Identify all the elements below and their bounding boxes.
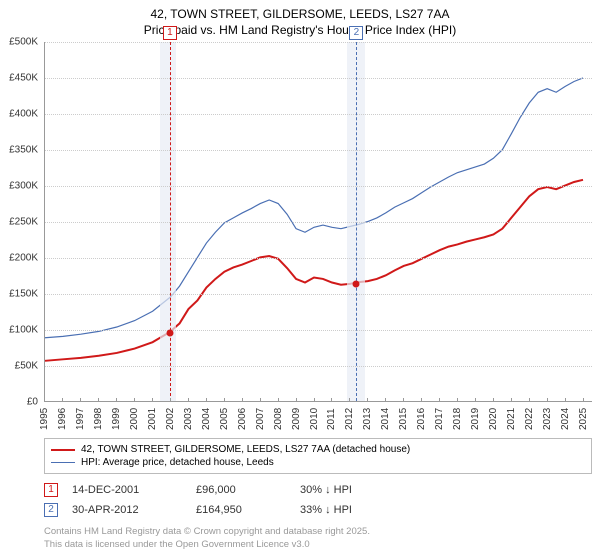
sales-row: 2 30-APR-2012 £164,950 33% ↓ HPI xyxy=(44,500,592,520)
x-tick-label: 2016 xyxy=(416,408,427,430)
x-tick-label: 2013 xyxy=(362,408,373,430)
legend-swatch xyxy=(51,462,75,463)
x-tick-label: 2006 xyxy=(237,408,248,430)
title-line1: 42, TOWN STREET, GILDERSOME, LEEDS, LS27… xyxy=(8,6,592,22)
footnote: Contains HM Land Registry data © Crown c… xyxy=(44,526,592,551)
x-tick-label: 2021 xyxy=(506,408,517,430)
sales-price: £164,950 xyxy=(196,504,286,516)
plot-area: 12 xyxy=(44,42,592,402)
sales-delta: 33% ↓ HPI xyxy=(300,504,400,516)
x-tick-label: 2010 xyxy=(309,408,320,430)
sales-table: 1 14-DEC-2001 £96,000 30% ↓ HPI 2 30-APR… xyxy=(44,480,592,520)
y-tick-label: £450K xyxy=(9,73,38,84)
x-axis-labels: 1995199619971998199920002001200220032004… xyxy=(44,402,592,434)
sales-date: 30-APR-2012 xyxy=(72,504,182,516)
legend-row: HPI: Average price, detached house, Leed… xyxy=(51,456,585,469)
legend-label: 42, TOWN STREET, GILDERSOME, LEEDS, LS27… xyxy=(81,444,410,455)
x-tick-label: 2017 xyxy=(434,408,445,430)
x-tick-label: 1999 xyxy=(111,408,122,430)
chart-marker-box: 2 xyxy=(349,26,363,40)
x-tick-label: 2002 xyxy=(165,408,176,430)
footnote-line2: This data is licensed under the Open Gov… xyxy=(44,539,592,551)
x-tick-label: 2012 xyxy=(344,408,355,430)
title-line2: Price paid vs. HM Land Registry's House … xyxy=(8,22,592,38)
x-tick-label: 2022 xyxy=(524,408,535,430)
footnote-line1: Contains HM Land Registry data © Crown c… xyxy=(44,526,592,538)
x-tick-label: 2011 xyxy=(326,409,337,431)
chart-title-block: 42, TOWN STREET, GILDERSOME, LEEDS, LS27… xyxy=(8,6,592,38)
x-tick-label: 2018 xyxy=(452,408,463,430)
y-tick-label: £400K xyxy=(9,109,38,120)
x-tick-label: 2019 xyxy=(470,408,481,430)
series-hpi xyxy=(45,78,583,338)
x-tick-label: 2005 xyxy=(219,408,230,430)
chart-container: 42, TOWN STREET, GILDERSOME, LEEDS, LS27… xyxy=(0,0,600,560)
x-tick-label: 1996 xyxy=(57,408,68,430)
x-tick-label: 2007 xyxy=(255,408,266,430)
sales-delta: 30% ↓ HPI xyxy=(300,484,400,496)
x-tick-label: 2025 xyxy=(578,408,589,430)
y-tick-label: £100K xyxy=(9,325,38,336)
x-tick-label: 2024 xyxy=(560,408,571,430)
x-tick-label: 2001 xyxy=(147,408,158,430)
x-tick-label: 2015 xyxy=(398,408,409,430)
x-tick-label: 2000 xyxy=(129,408,140,430)
x-tick-label: 2020 xyxy=(488,408,499,430)
x-tick-label: 2004 xyxy=(201,408,212,430)
series-price_paid xyxy=(45,180,583,361)
sales-price: £96,000 xyxy=(196,484,286,496)
x-tick-label: 1997 xyxy=(75,408,86,430)
x-tick-label: 2023 xyxy=(542,408,553,430)
sales-marker-box: 2 xyxy=(44,503,58,517)
x-tick-label: 2014 xyxy=(380,408,391,430)
sales-row: 1 14-DEC-2001 £96,000 30% ↓ HPI xyxy=(44,480,592,500)
legend-swatch xyxy=(51,449,75,451)
x-tick-label: 2009 xyxy=(291,408,302,430)
y-tick-label: £300K xyxy=(9,181,38,192)
sales-marker-box: 1 xyxy=(44,483,58,497)
y-tick-label: £0 xyxy=(27,397,38,408)
y-tick-label: £250K xyxy=(9,217,38,228)
sales-date: 14-DEC-2001 xyxy=(72,484,182,496)
legend-label: HPI: Average price, detached house, Leed… xyxy=(81,457,274,468)
legend: 42, TOWN STREET, GILDERSOME, LEEDS, LS27… xyxy=(44,438,592,474)
x-tick-label: 1998 xyxy=(93,408,104,430)
y-tick-label: £150K xyxy=(9,289,38,300)
y-tick-label: £50K xyxy=(15,361,38,372)
y-tick-label: £350K xyxy=(9,145,38,156)
x-tick-label: 2008 xyxy=(273,408,284,430)
y-tick-label: £200K xyxy=(9,253,38,264)
chart-marker-box: 1 xyxy=(163,26,177,40)
x-tick-label: 2003 xyxy=(183,408,194,430)
y-tick-label: £500K xyxy=(9,37,38,48)
legend-row: 42, TOWN STREET, GILDERSOME, LEEDS, LS27… xyxy=(51,443,585,456)
x-tick-label: 1995 xyxy=(39,408,50,430)
